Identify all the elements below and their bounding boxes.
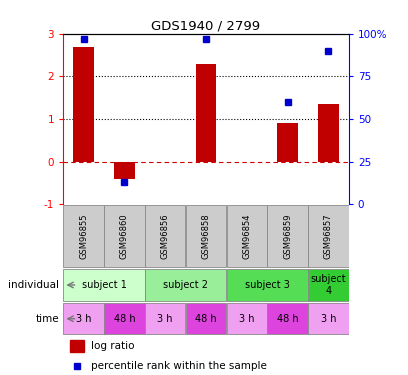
Bar <box>186 205 226 267</box>
Text: 3 h: 3 h <box>157 314 173 324</box>
Title: GDS1940 / 2799: GDS1940 / 2799 <box>151 20 261 33</box>
Text: subject 1: subject 1 <box>82 280 126 290</box>
Text: 3 h: 3 h <box>76 314 91 324</box>
Bar <box>64 270 144 300</box>
Text: 48 h: 48 h <box>113 314 135 324</box>
Bar <box>226 205 267 267</box>
Bar <box>104 303 144 334</box>
Bar <box>186 303 226 334</box>
Text: GSM96858: GSM96858 <box>202 213 211 259</box>
Bar <box>64 303 104 334</box>
Text: subject
4: subject 4 <box>310 274 346 296</box>
Bar <box>308 303 348 334</box>
Text: time: time <box>35 314 59 324</box>
Bar <box>145 205 185 267</box>
Bar <box>145 303 185 334</box>
Text: 48 h: 48 h <box>277 314 299 324</box>
Bar <box>64 205 104 267</box>
Bar <box>226 303 267 334</box>
Bar <box>267 303 308 334</box>
Bar <box>226 270 308 300</box>
Bar <box>267 205 308 267</box>
Text: GSM96856: GSM96856 <box>161 213 170 259</box>
Text: GSM96859: GSM96859 <box>283 213 292 259</box>
Text: log ratio: log ratio <box>91 341 135 351</box>
Bar <box>196 64 216 162</box>
Text: GSM96860: GSM96860 <box>120 213 129 259</box>
Text: 3 h: 3 h <box>239 314 255 324</box>
Text: subject 2: subject 2 <box>163 280 208 290</box>
Bar <box>104 205 144 267</box>
Text: subject 3: subject 3 <box>245 280 290 290</box>
Text: 48 h: 48 h <box>195 314 217 324</box>
Text: 3 h: 3 h <box>321 314 336 324</box>
Bar <box>114 162 135 179</box>
Text: percentile rank within the sample: percentile rank within the sample <box>91 362 267 371</box>
Bar <box>308 205 348 267</box>
Bar <box>277 123 298 162</box>
Bar <box>145 270 226 300</box>
Text: GSM96854: GSM96854 <box>242 213 251 259</box>
Bar <box>70 340 84 352</box>
Bar <box>73 46 94 162</box>
Text: individual: individual <box>8 280 59 290</box>
Bar <box>318 104 339 162</box>
Text: GSM96855: GSM96855 <box>79 213 88 259</box>
Text: GSM96857: GSM96857 <box>324 213 333 259</box>
Bar <box>308 270 348 300</box>
